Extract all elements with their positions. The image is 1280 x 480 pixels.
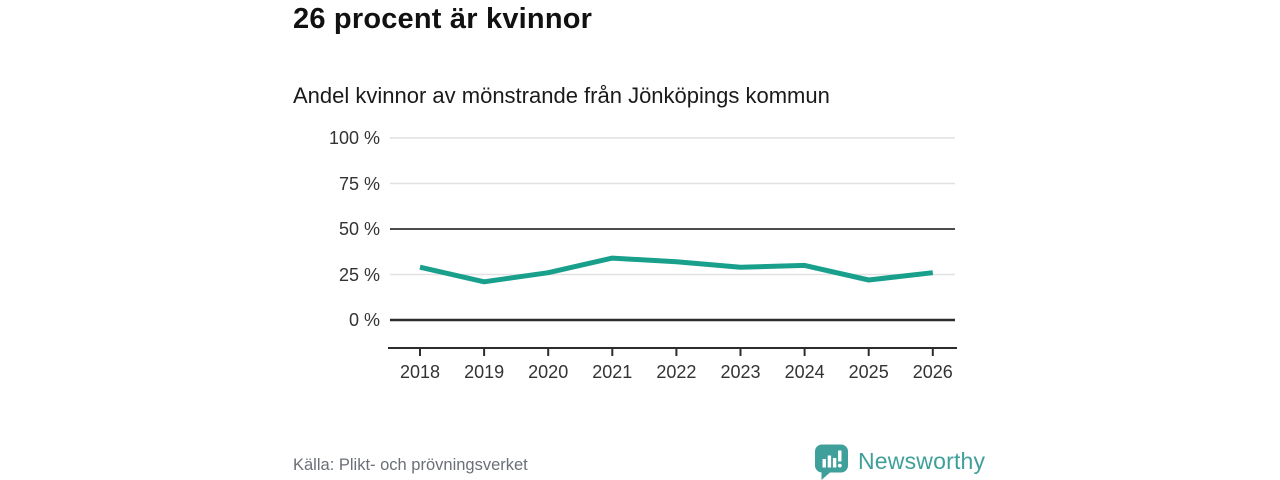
x-tick-label-2019: 2019	[464, 362, 505, 382]
y-tick-label-50: 50 %	[338, 219, 380, 239]
chart-title: 26 procent är kvinnor	[293, 3, 593, 35]
source-note: Källa: Plikt- och prövningsverket	[293, 456, 528, 474]
data-line-Andel kvinnor av mönstrande	[419, 255, 934, 285]
x-tick-label-2022: 2022	[656, 362, 697, 382]
newsworthy-bubble-chart-icon	[815, 444, 848, 480]
brand-name: Newsworthy	[858, 448, 986, 474]
x-tick-label-2024: 2024	[784, 362, 825, 382]
y-tick-label-0: 0 %	[348, 310, 380, 330]
x-tick-label-2026: 2026	[912, 362, 953, 382]
x-tick-label-2018: 2018	[399, 362, 441, 382]
x-tick-label-2025: 2025	[848, 362, 889, 382]
x-tick-label-2023: 2023	[720, 362, 761, 382]
newsworthy-logo[interactable]: Newsworthy	[814, 443, 985, 480]
y-tick-label-75: 75 %	[338, 173, 380, 194]
chart-subtitle: Andel kvinnor av mönstrande från Jönköpi…	[293, 83, 830, 108]
x-tick-label-2021: 2021	[592, 362, 633, 382]
y-tick-label-100: 100 %	[328, 128, 380, 148]
y-tick-label-25: 25 %	[338, 264, 380, 285]
x-tick-label-2020: 2020	[528, 362, 569, 382]
